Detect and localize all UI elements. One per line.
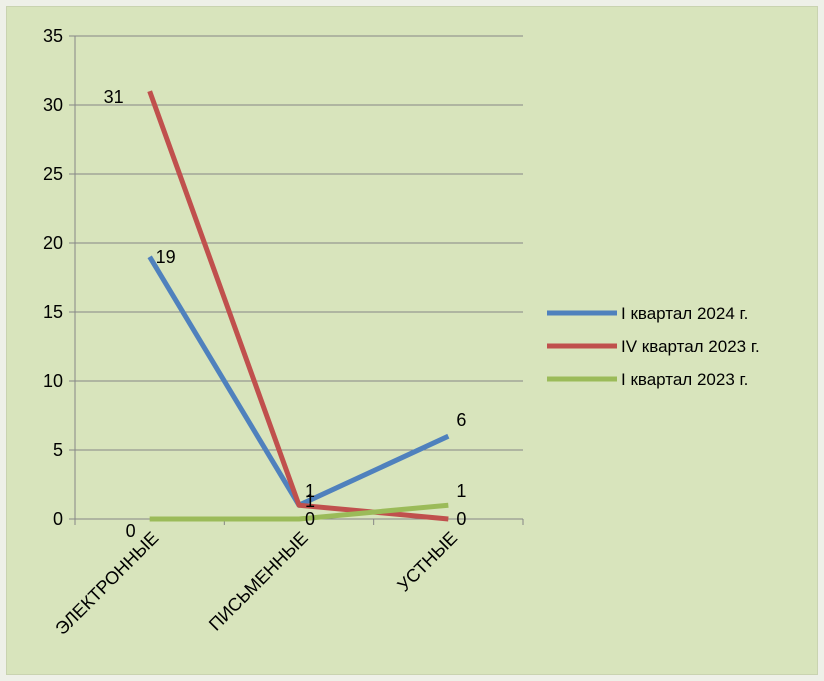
x-category-label: ЭЛЕКТРОННЫЕ — [51, 528, 162, 639]
x-category-label: ПИСЬМЕННЫЕ — [205, 528, 312, 635]
data-label: 6 — [456, 410, 466, 430]
data-label: 0 — [305, 509, 315, 529]
chart-area: 0 5 10 15 20 25 30 35 ЭЛЕКТРОННЫЕ ПИСЬМЕННЫЕ УСТНЫ… — [6, 6, 818, 675]
y-tick-label: 10 — [43, 371, 63, 391]
data-label: 1 — [456, 481, 466, 501]
y-tick-label: 35 — [43, 26, 63, 46]
y-tick-label: 25 — [43, 164, 63, 184]
y-tick-label: 15 — [43, 302, 63, 322]
data-label: 31 — [104, 87, 124, 107]
y-tick-label: 0 — [53, 509, 63, 529]
y-tick-label: 20 — [43, 233, 63, 253]
legend-label: IV квартал 2023 г. — [621, 337, 760, 356]
y-tick-label: 30 — [43, 95, 63, 115]
legend-label: I квартал 2023 г. — [621, 370, 748, 389]
data-label: 19 — [156, 247, 176, 267]
x-category-label: УСТНЫЕ — [393, 528, 461, 596]
data-label: 1 — [305, 491, 315, 511]
data-label: 1 — [305, 481, 315, 501]
data-label: 0 — [456, 509, 466, 529]
legend-label: I квартал 2024 г. — [621, 304, 748, 323]
data-label: 0 — [126, 521, 136, 541]
series-line — [149, 502, 449, 522]
y-tick-label: 5 — [53, 440, 63, 460]
series-line — [147, 90, 449, 522]
